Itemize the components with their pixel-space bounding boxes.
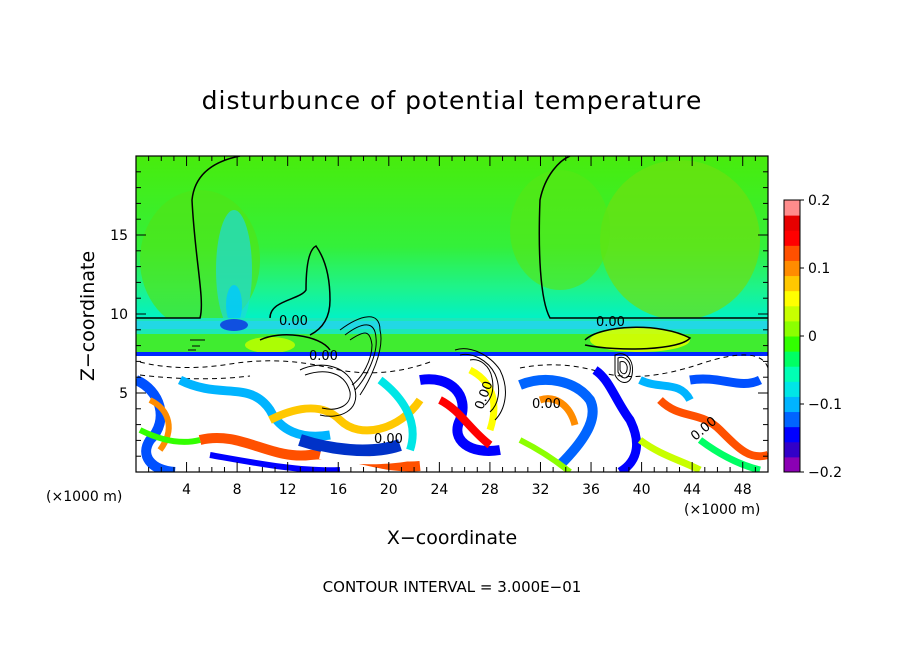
x-unit-label-right: (×1000 m) — [684, 502, 761, 518]
field-patch — [600, 160, 760, 320]
dashed-contour — [139, 374, 251, 380]
colorbar-swatch — [784, 275, 800, 292]
x-tick-label: 20 — [380, 482, 398, 498]
inversion-line — [136, 352, 768, 356]
contour-label: 0.00 — [374, 432, 403, 447]
field-band — [136, 321, 768, 329]
x-unit-label-left: (×1000 m) — [46, 489, 123, 505]
field-patch — [590, 328, 690, 352]
colorbar-swatch — [784, 426, 800, 443]
y-tick-label: 15 — [110, 228, 128, 244]
swirl — [438, 396, 493, 449]
swirl — [298, 434, 402, 457]
swirl — [198, 432, 421, 472]
contour-line — [584, 326, 692, 350]
colorbar-swatch — [784, 215, 800, 231]
contour-line — [259, 334, 331, 351]
colorbar-tick-label: 0 — [808, 329, 817, 345]
chart-title: disturbunce of potential temperature — [201, 86, 703, 115]
colorbar-tick-label: 0.1 — [808, 261, 830, 277]
swirl — [538, 395, 579, 427]
contour-interval: CONTOUR INTERVAL = 3.000E−01 — [322, 578, 582, 596]
y-tick-label: 5 — [119, 386, 128, 402]
swirl — [518, 375, 598, 469]
swirl — [209, 452, 341, 472]
field-patch — [226, 285, 242, 325]
colorbar-swatch — [784, 336, 800, 352]
swirl — [138, 427, 201, 445]
colorbar-swatch — [784, 230, 800, 246]
y-axis-label: Z−coordinate — [77, 250, 99, 382]
swirl — [657, 397, 768, 461]
x-tick-label: 28 — [481, 482, 499, 498]
x-axis: 4 8 12 16 20 24 28 32 36 40 44 48 — [148, 156, 756, 498]
swirl — [468, 366, 498, 432]
swirl — [637, 437, 702, 472]
colorbar-swatch — [784, 441, 800, 458]
field-patch — [245, 337, 295, 353]
colorbar-swatch — [784, 290, 800, 307]
contour-label: 0.00 — [279, 314, 308, 329]
x-tick-label: 16 — [329, 482, 347, 498]
contour-label: 0.00 — [596, 315, 625, 330]
colorbar-tick-label: −0.1 — [808, 397, 842, 413]
colorbar-swatch — [784, 351, 800, 367]
colorbar-swatch — [784, 305, 800, 322]
colorbar: 0.2 0.1 0 −0.1 −0.2 — [783, 193, 842, 481]
colorbar-swatch — [784, 320, 800, 337]
colorbar-tick-label: −0.2 — [808, 465, 842, 481]
colorbar-swatch — [784, 245, 800, 261]
contour-label: 0.00 — [309, 349, 338, 364]
contour-line — [136, 156, 241, 319]
colorbar-swatch — [784, 200, 800, 216]
x-tick-label: 8 — [233, 482, 242, 498]
x-tick-label: 40 — [633, 482, 651, 498]
swirl — [697, 437, 761, 472]
field-patch — [220, 319, 248, 331]
contour-cluster — [188, 316, 634, 421]
swirl — [268, 397, 424, 435]
contour-line — [269, 245, 331, 336]
colorbar-tick-label: 0.2 — [808, 193, 830, 209]
contour-line — [538, 156, 768, 319]
x-axis-label: X−coordinate — [386, 527, 518, 549]
y-tick-label: 10 — [110, 307, 128, 323]
x-tick-label: 44 — [683, 482, 701, 498]
x-tick-label: 32 — [532, 482, 550, 498]
field-patch — [510, 170, 610, 290]
swirl — [377, 376, 417, 452]
contour-label: 0.00 — [532, 397, 561, 412]
dashed-contour — [519, 354, 768, 377]
field-patch — [216, 210, 252, 330]
x-tick-label: 36 — [582, 482, 600, 498]
y-axis: 5 10 15 — [110, 171, 768, 457]
heatmap-field: 0.00 0.00 0.00 0.00 0.00 0.00 0.00 — [136, 156, 768, 472]
x-tick-label: 4 — [182, 482, 191, 498]
colorbar-swatch — [784, 411, 800, 428]
swirl — [638, 376, 694, 403]
swirl — [592, 366, 642, 472]
colorbar-swatch — [784, 456, 800, 473]
colorbar-swatch — [784, 381, 800, 397]
colorbar-swatch — [784, 366, 800, 382]
dashed-contour — [139, 360, 431, 374]
colorbar-swatch — [784, 260, 800, 277]
swirl — [136, 375, 176, 472]
x-tick-label: 24 — [430, 482, 448, 498]
x-tick-label: 48 — [734, 482, 752, 498]
swirl — [319, 451, 421, 465]
colorbar-swatch — [784, 396, 800, 413]
swirl — [689, 374, 763, 388]
x-tick-label: 12 — [279, 482, 297, 498]
swirl — [148, 397, 172, 452]
